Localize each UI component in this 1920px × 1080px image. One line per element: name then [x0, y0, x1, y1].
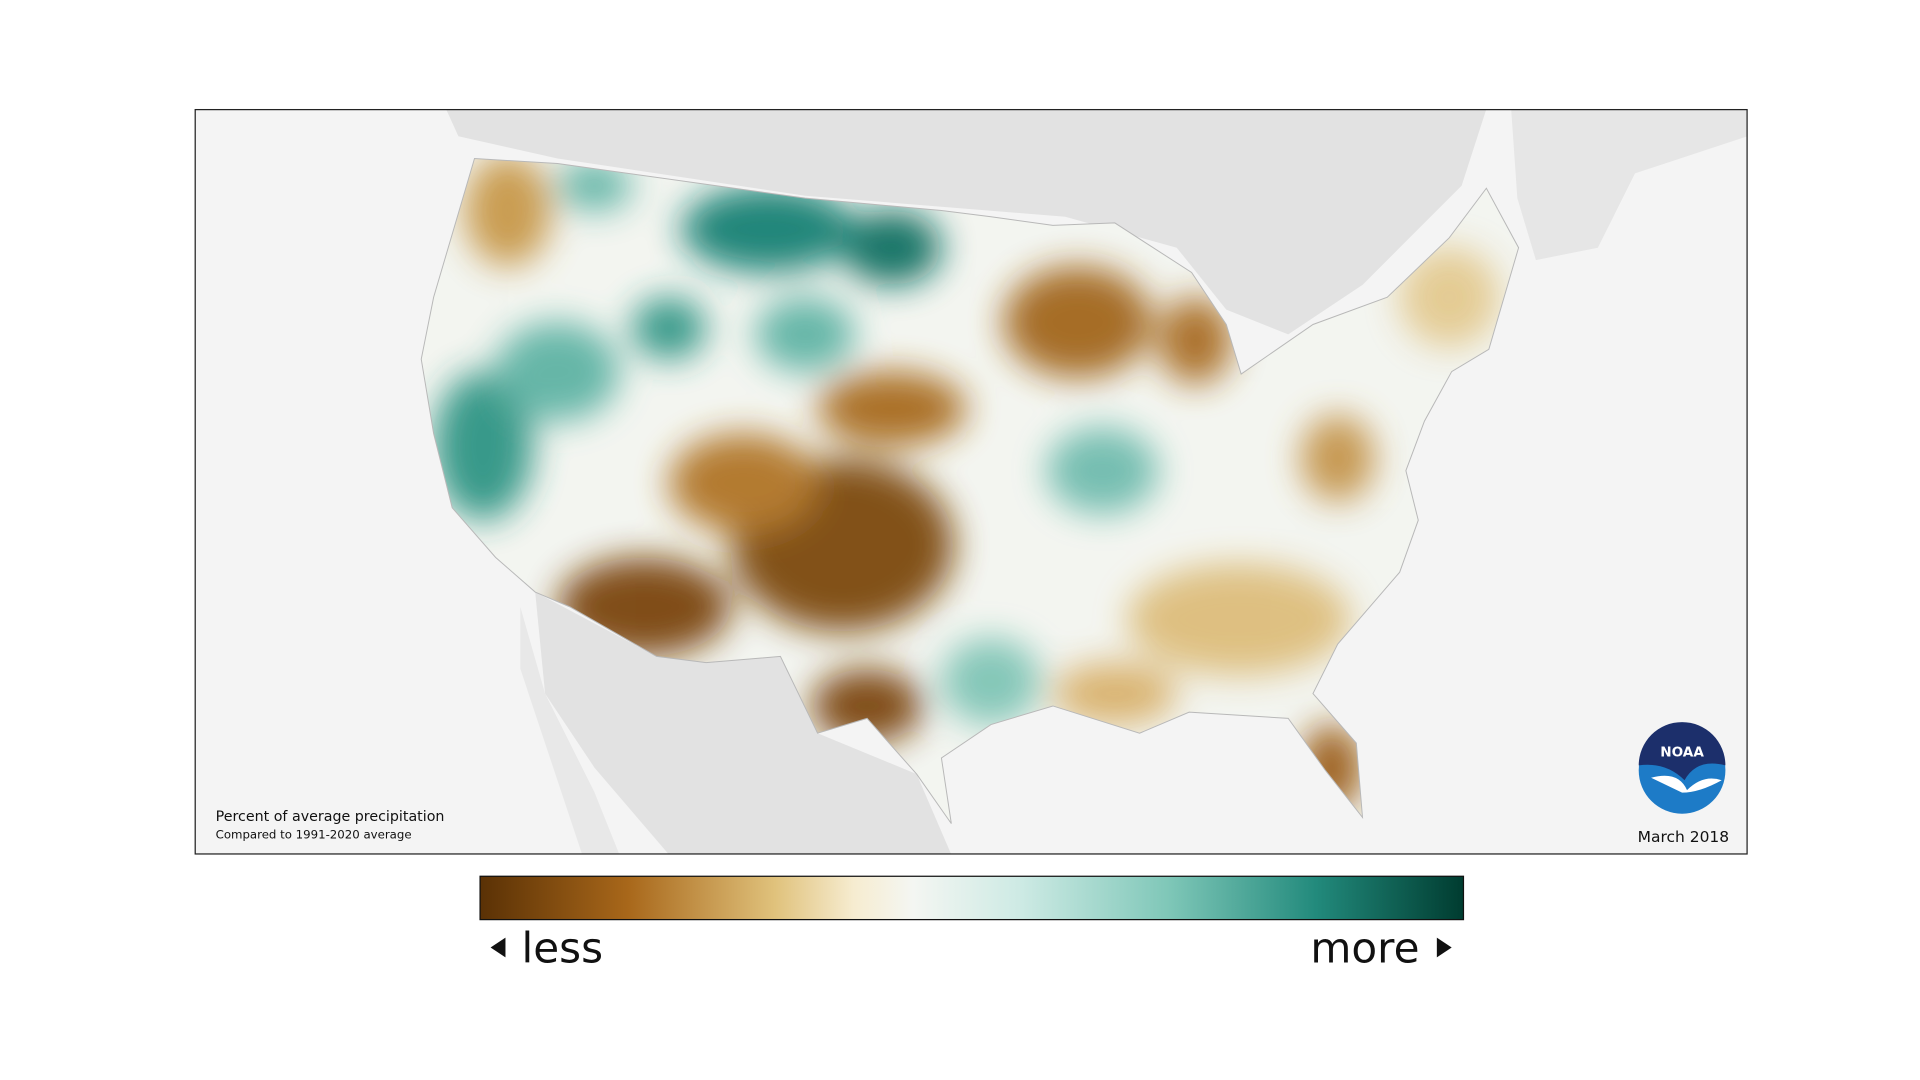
- caption-subtitle: Compared to 1991-2020 average: [216, 827, 412, 841]
- color-bar: [479, 875, 1465, 921]
- map: [195, 109, 1748, 854]
- legend-low-label: less: [522, 923, 603, 972]
- legend-high-label: more: [1310, 923, 1419, 972]
- date-label: March 2018: [1638, 828, 1729, 846]
- noaa-logo: NOAA: [1638, 722, 1726, 814]
- logo-text: NOAA: [1660, 745, 1704, 761]
- caption-title: Percent of average precipitation: [216, 809, 445, 825]
- map-frame: [194, 108, 1748, 855]
- less-arrow: [490, 937, 506, 958]
- more-arrow: [1436, 937, 1452, 958]
